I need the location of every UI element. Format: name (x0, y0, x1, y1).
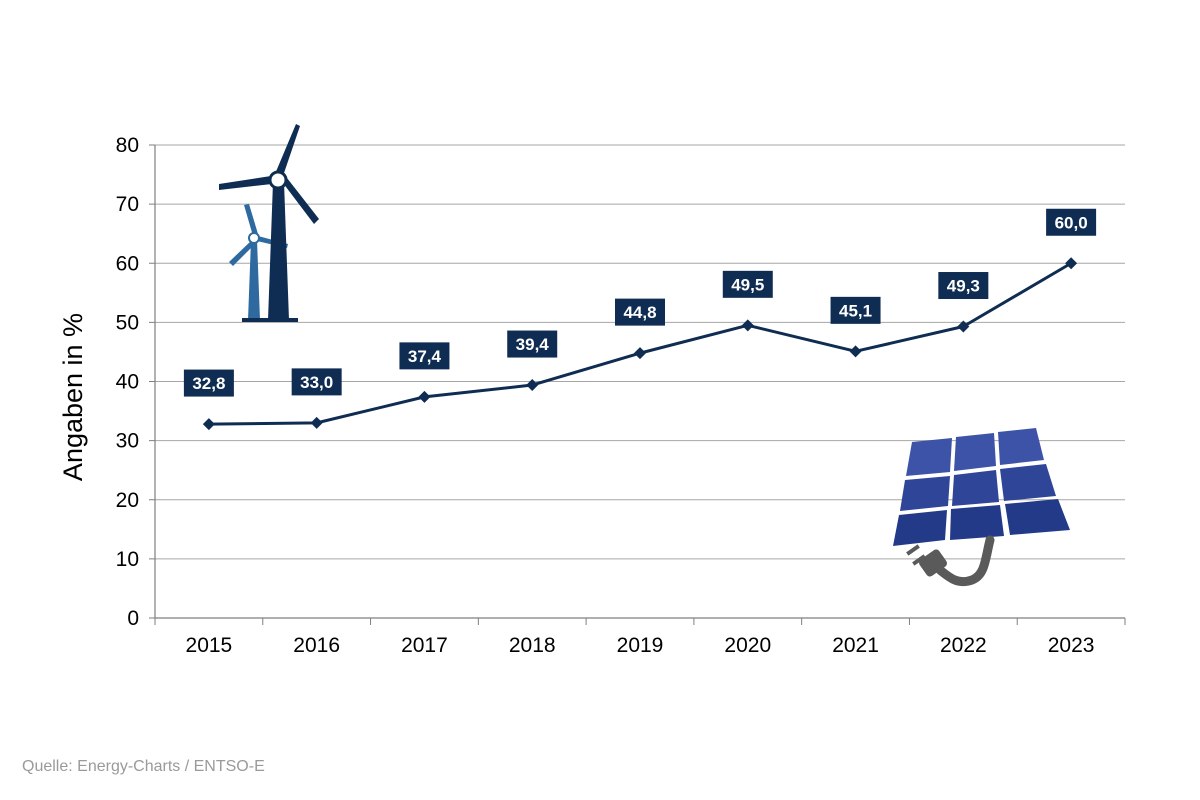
y-tick-label: 70 (116, 193, 139, 216)
data-point (634, 347, 646, 360)
x-tick-label: 2019 (617, 634, 664, 657)
source-note: Quelle: Energy-Charts / ENTSO-E (22, 758, 265, 775)
y-tick-label: 20 (116, 489, 139, 512)
data-point (957, 320, 970, 333)
data-label-box (399, 342, 450, 370)
data-point (202, 418, 215, 431)
x-tick-label: 2023 (1048, 634, 1095, 657)
data-point (741, 319, 754, 332)
data-label: 49,5 (731, 275, 764, 294)
data-labels: 32,8 33,0 37,4 39,4 44,8 49,5 45,1 49,3 60,0 (183, 208, 1097, 397)
y-tick-label: 60 (116, 252, 139, 275)
y-tick-label: 30 (116, 430, 139, 453)
data-label-box (291, 368, 342, 396)
data-point (849, 345, 862, 358)
data-label-box (938, 272, 989, 300)
x-tick-label: 2015 (186, 634, 233, 657)
data-label-box (830, 296, 881, 324)
solar-panel-plug-icon (893, 428, 1070, 587)
data-label-box (1046, 208, 1097, 236)
data-label: 32,8 (192, 374, 225, 393)
data-label: 49,3 (947, 277, 980, 296)
x-axis-ticks: 2015 2016 2017 2018 2019 2020 2021 2022 2023 (154, 618, 1126, 657)
x-tick-label: 2017 (401, 634, 448, 657)
data-point (418, 390, 431, 403)
y-tick-label: 0 (127, 607, 139, 630)
data-point (526, 379, 539, 392)
y-tick-label: 40 (116, 371, 139, 394)
wind-turbines-icon (219, 124, 319, 322)
data-point (1065, 257, 1078, 270)
x-tick-label: 2018 (509, 634, 556, 657)
x-tick-label: 2021 (832, 634, 879, 657)
data-points (202, 257, 1078, 431)
data-label: 60,0 (1055, 213, 1088, 232)
data-label: 44,8 (623, 303, 656, 322)
y-tick-label: 10 (116, 548, 139, 571)
data-label: 33,0 (300, 373, 333, 392)
y-axis-title: Angaben in % (58, 313, 88, 481)
data-point (310, 416, 323, 429)
data-label-box (507, 330, 558, 358)
data-label: 39,4 (516, 335, 550, 354)
x-tick-label: 2016 (293, 634, 340, 657)
data-label-box (722, 270, 773, 298)
data-label-box (183, 369, 234, 397)
data-label: 37,4 (408, 347, 442, 366)
x-tick-label: 2022 (940, 634, 987, 657)
data-label-box (615, 298, 665, 326)
y-axis-ticks: 0 10 20 30 40 50 60 70 80 (116, 134, 155, 630)
data-label: 45,1 (839, 301, 872, 320)
y-tick-label: 80 (116, 134, 139, 157)
y-tick-label: 50 (116, 311, 139, 334)
x-tick-label: 2020 (724, 634, 771, 657)
